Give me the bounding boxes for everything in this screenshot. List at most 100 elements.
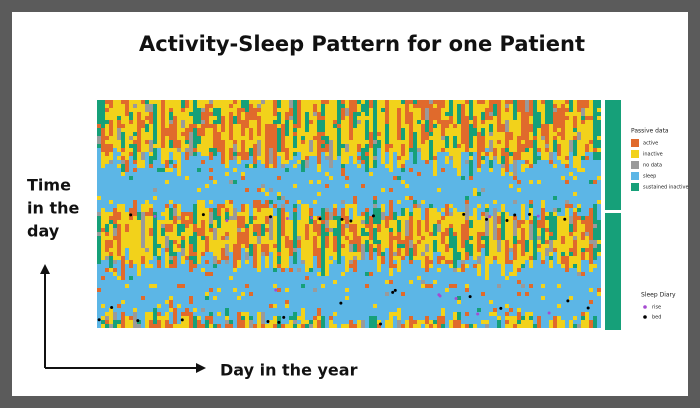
heat-cell <box>129 140 133 144</box>
heat-cell <box>117 256 121 260</box>
heat-cell <box>121 156 125 160</box>
heat-cell <box>509 176 513 184</box>
heat-cell <box>157 248 161 256</box>
heat-cell <box>249 216 253 224</box>
heat-cell <box>205 296 209 300</box>
heat-cell <box>245 312 249 328</box>
heat-cell <box>389 232 393 268</box>
heat-cell <box>213 240 217 256</box>
heat-cell <box>469 228 473 236</box>
heat-cell <box>529 168 533 180</box>
heat-cell <box>213 100 217 108</box>
heat-cell <box>325 212 329 220</box>
heat-cell <box>509 252 513 260</box>
heat-cell <box>209 104 213 108</box>
heat-cell <box>565 204 569 208</box>
heat-cell <box>265 256 269 268</box>
heat-cell <box>149 112 153 124</box>
heat-cell <box>441 136 445 140</box>
heat-cell <box>553 104 557 108</box>
heat-cell <box>485 320 489 324</box>
heat-cell <box>357 160 361 164</box>
heat-cell <box>317 268 321 272</box>
heat-cell <box>149 104 153 112</box>
heat-cell <box>365 236 369 240</box>
heat-cell <box>357 104 361 112</box>
heat-cell <box>545 232 549 240</box>
heat-cell <box>453 288 457 312</box>
heat-cell <box>437 224 441 232</box>
heat-cell <box>149 260 153 264</box>
heat-cell <box>341 248 345 256</box>
heat-cell <box>161 224 165 228</box>
heat-cell <box>581 168 585 172</box>
heat-cell <box>461 152 465 176</box>
heat-cell <box>169 220 173 224</box>
heat-cell <box>377 324 381 328</box>
heat-cell <box>193 128 197 148</box>
heat-cell <box>457 296 461 300</box>
heat-cell <box>573 208 577 212</box>
heat-cell <box>205 264 209 272</box>
heat-cell <box>481 124 485 128</box>
heat-cell <box>449 288 453 320</box>
heat-cell <box>393 236 397 240</box>
heat-cell <box>429 136 433 140</box>
heat-cell <box>325 156 329 160</box>
heat-cell <box>97 236 101 264</box>
heat-cell <box>445 128 449 136</box>
heat-cell <box>449 116 453 124</box>
diary-dot <box>528 212 532 216</box>
heat-cell <box>501 148 505 156</box>
heat-cell <box>249 296 253 316</box>
heat-cell <box>289 116 293 120</box>
heat-cell <box>173 244 177 252</box>
heat-cell <box>213 148 217 156</box>
heat-cell <box>445 236 449 244</box>
heat-cell <box>361 224 365 228</box>
diary-dot <box>488 215 492 219</box>
heat-cell <box>397 320 401 328</box>
heat-cell <box>217 228 221 260</box>
heat-cell <box>549 260 553 268</box>
heat-cell <box>369 168 373 172</box>
heat-cell <box>529 320 533 328</box>
heat-cell <box>185 212 189 216</box>
heat-cell <box>285 308 289 324</box>
heat-cell <box>293 168 297 184</box>
heat-cell <box>481 112 485 120</box>
heat-cell <box>341 324 345 328</box>
heat-cell <box>437 316 441 328</box>
heat-cell <box>293 188 297 204</box>
heat-cell <box>309 184 313 208</box>
heat-cell <box>209 288 213 292</box>
heat-cell <box>569 112 573 140</box>
heat-cell <box>329 264 333 316</box>
heat-cell <box>497 132 501 140</box>
heat-cell <box>281 100 285 124</box>
heat-cell <box>513 236 517 244</box>
heat-cell <box>473 128 477 136</box>
heat-cell <box>233 172 237 180</box>
heat-cell <box>465 152 469 160</box>
heat-cell <box>445 216 449 228</box>
heat-cell <box>325 176 329 184</box>
heat-cell <box>165 180 169 184</box>
heat-cell <box>393 240 397 252</box>
heat-cell <box>473 196 477 208</box>
heat-cell <box>257 104 261 108</box>
heat-cell <box>141 300 145 328</box>
heat-cell <box>449 156 453 160</box>
heat-cell <box>597 136 601 140</box>
heat-cell <box>377 224 381 232</box>
heat-cell <box>109 200 113 204</box>
heat-cell <box>489 264 493 300</box>
heat-cell <box>565 112 569 116</box>
diary-dot <box>438 294 442 298</box>
heat-cell <box>225 168 229 172</box>
heat-cell <box>485 108 489 120</box>
heat-cell <box>433 324 437 328</box>
heat-cell <box>169 120 173 124</box>
heat-cell <box>453 124 457 128</box>
heat-cell <box>449 248 453 260</box>
